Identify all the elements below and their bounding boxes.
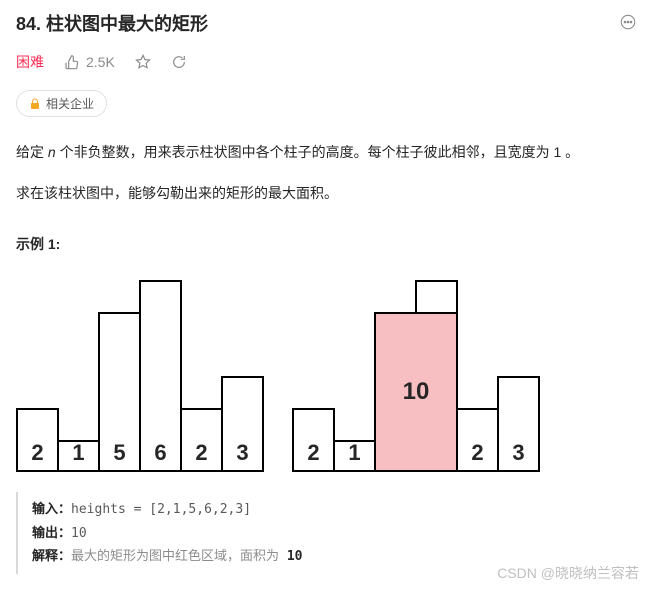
difficulty-label: 困难 (16, 52, 44, 72)
lock-icon (29, 98, 41, 110)
description-p2: 求在该柱状图中，能够勾勒出来的矩形的最大面积。 (16, 180, 637, 207)
histogram-right: 212310 (292, 272, 538, 472)
share-button[interactable] (171, 54, 187, 70)
bar: 2 (180, 408, 223, 472)
likes-count: 2.5K (86, 54, 115, 70)
bar: 1 (333, 440, 376, 472)
description-p1: 给定 n 个非负整数，用来表示柱状图中各个柱子的高度。每个柱子彼此相邻，且宽度为… (16, 139, 637, 166)
example-figure: 215623 212310 (16, 272, 637, 472)
company-tag[interactable]: 相关企业 (16, 90, 107, 117)
page-title: 84. 柱状图中最大的矩形 (16, 10, 208, 36)
bar: 5 (98, 312, 141, 472)
bar: 3 (497, 376, 540, 472)
bar: 1 (57, 440, 100, 472)
bar: 6 (139, 280, 182, 472)
share-icon (171, 54, 187, 70)
favorite-button[interactable] (135, 54, 151, 70)
bar: 2 (292, 408, 335, 472)
company-tag-label: 相关企业 (46, 95, 94, 112)
bar: 3 (221, 376, 264, 472)
thumbs-up-icon (64, 54, 80, 70)
star-icon (135, 54, 151, 70)
max-rectangle: 10 (374, 312, 458, 472)
bar: 2 (16, 408, 59, 472)
example-codeblock: 输入：heights = [2,1,5,6,2,3] 输出：10 解释：最大的矩… (16, 492, 637, 574)
more-icon[interactable] (619, 13, 637, 34)
likes-button[interactable]: 2.5K (64, 54, 115, 70)
bar: 2 (456, 408, 499, 472)
example-title: 示例 1: (16, 234, 637, 254)
histogram-left: 215623 (16, 272, 262, 472)
